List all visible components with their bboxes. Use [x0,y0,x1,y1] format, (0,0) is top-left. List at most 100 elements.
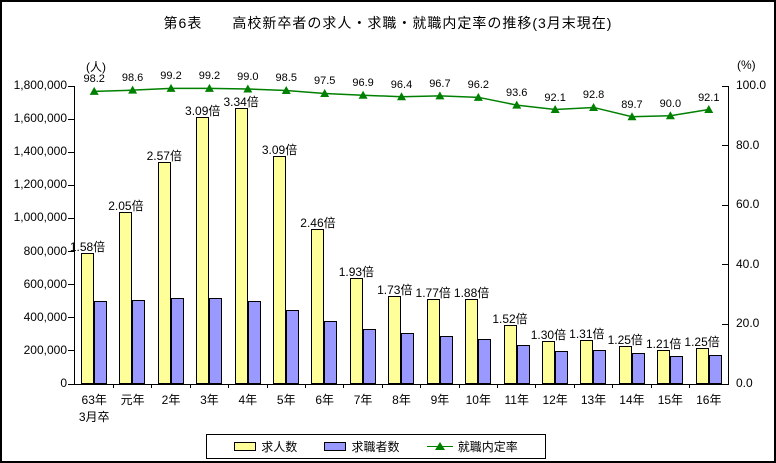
left-axis-tick [68,284,74,286]
ratio-label: 1.77倍 [415,285,451,300]
left-axis-tick [68,383,74,385]
bar-kyushokushasu [708,354,722,384]
bar-kyushokushasu [132,300,146,384]
left-axis-tick [68,151,74,153]
line-point-label: 89.7 [621,98,643,111]
x-axis-tick [112,384,114,388]
bar-kyujinsu [119,211,133,384]
right-axis-tick-label: 20.0 [736,316,760,331]
bar-kyujinsu [311,229,325,384]
naiteiritsu-line-marker-icon [426,442,453,451]
plot-area: 0 200,000 400,000 600,000 800,000 1,000,000 1,… [14,70,766,424]
line-point-label: 98.5 [275,72,297,85]
ratio-label: 1.21倍 [645,336,682,351]
ratio-label: 1.93倍 [338,265,375,280]
x-axis-tick [343,384,345,388]
left-axis-tick [68,217,74,219]
ratio-label: 2.46倍 [300,216,336,231]
bar-kyushokushasu [401,333,415,384]
line-point-label: 96.9 [352,77,374,90]
line-point-label: 92.8 [582,89,605,102]
x-axis-tick [612,384,614,388]
right-axis-tick [722,85,728,87]
triangle-marker-icon [166,83,176,92]
ratio-label: 1.25倍 [607,332,643,347]
x-axis-tick [189,384,191,388]
category-label: 13年 [580,393,607,407]
left-axis-tick-label: 1,000,000 [13,210,67,225]
bar-kyushokushasu [209,297,223,384]
ratio-label: 1.73倍 [377,283,413,298]
bar-kyushokushasu [593,350,607,384]
left-axis-tick [68,118,74,120]
bar-kyushokushasu [324,321,338,384]
left-axis-tick [68,85,74,87]
bar-kyujinsu [695,347,709,384]
right-axis-tick-label: 100.0 [736,78,767,92]
line-point-label: 98.2 [83,73,105,86]
bar-kyushokushasu [631,353,645,384]
category-label: 元年 [120,393,145,407]
triangle-marker-icon [204,83,214,92]
bar-kyujinsu [657,349,671,384]
left-axis-tick-label: 1,200,000 [13,177,67,192]
ratio-label: 1.31倍 [569,326,605,341]
left-axis-tick [68,350,74,352]
right-axis-tick [722,204,728,206]
kyushokushasu-swatch-icon [324,442,347,451]
left-axis-tick [68,184,74,186]
bar-kyushokushasu [516,345,530,384]
ratio-label: 1.25倍 [684,334,720,349]
category-label: 6年 [315,393,335,407]
right-axis-tick [722,264,728,266]
chart-title: 第6表 高校新卒者の求人・求職・就職内定率の推移(3月末現在) [163,15,613,31]
line-point-label: 96.2 [467,79,490,92]
bar-kyujinsu [349,278,363,384]
triangle-marker-icon [320,88,330,97]
category-label: 7年 [353,393,373,407]
category-label: 15年 [657,393,684,407]
triangle-marker-icon [89,86,99,95]
line-point-label: 99.2 [198,70,221,83]
bar-kyujinsu [273,156,287,384]
bar-kyujinsu [81,253,94,384]
category-label: 2年 [161,393,181,407]
line-point-label: 92.1 [544,91,566,104]
bar-kyushokushasu [554,350,568,384]
right-axis-tick [722,323,728,325]
right-axis-tick-label: 0.0 [736,376,753,390]
category-label: 3年 [200,393,219,407]
legend-label-kyujinsu: 求人数 [261,440,298,454]
right-axis-tick-label: 60.0 [736,197,760,212]
triangle-marker-icon [281,85,291,94]
ratio-label: 1.52倍 [492,312,528,327]
bar-kyushokushasu [286,310,300,384]
triangle-marker-icon [243,84,253,93]
line-point-label: 96.4 [390,78,413,91]
triangle-marker-icon [128,85,138,94]
triangle-marker-icon [704,105,714,114]
line-point-label: 90.0 [659,97,682,110]
left-axis-tick-label: 800,000 [23,243,67,258]
kyujinsu-swatch-icon [234,442,257,451]
bar-kyujinsu [157,162,171,384]
right-axis-tick [722,383,728,385]
category-label: 4年 [238,393,258,407]
right-axis-unit: (%) [737,58,756,72]
x-axis-tick [228,384,230,388]
bar-kyujinsu [503,325,517,384]
bar-kyushokushasu [478,338,492,384]
bar-kyujinsu [234,107,248,384]
ratio-label: 3.34倍 [223,94,259,109]
left-axis-tick-label: 400,000 [23,309,67,324]
bar-kyushokushasu [94,301,107,384]
triangle-marker-icon [358,90,368,99]
triangle-marker-icon [512,100,522,109]
category-label: 9年 [430,393,450,407]
legend-item-kyujinsu: 求人数 [234,438,297,455]
x-axis-tick [535,384,537,388]
legend-item-kyushokushasu: 求職者数 [324,438,400,455]
category-label: 14年 [619,393,645,407]
x-axis-tick [573,384,575,388]
